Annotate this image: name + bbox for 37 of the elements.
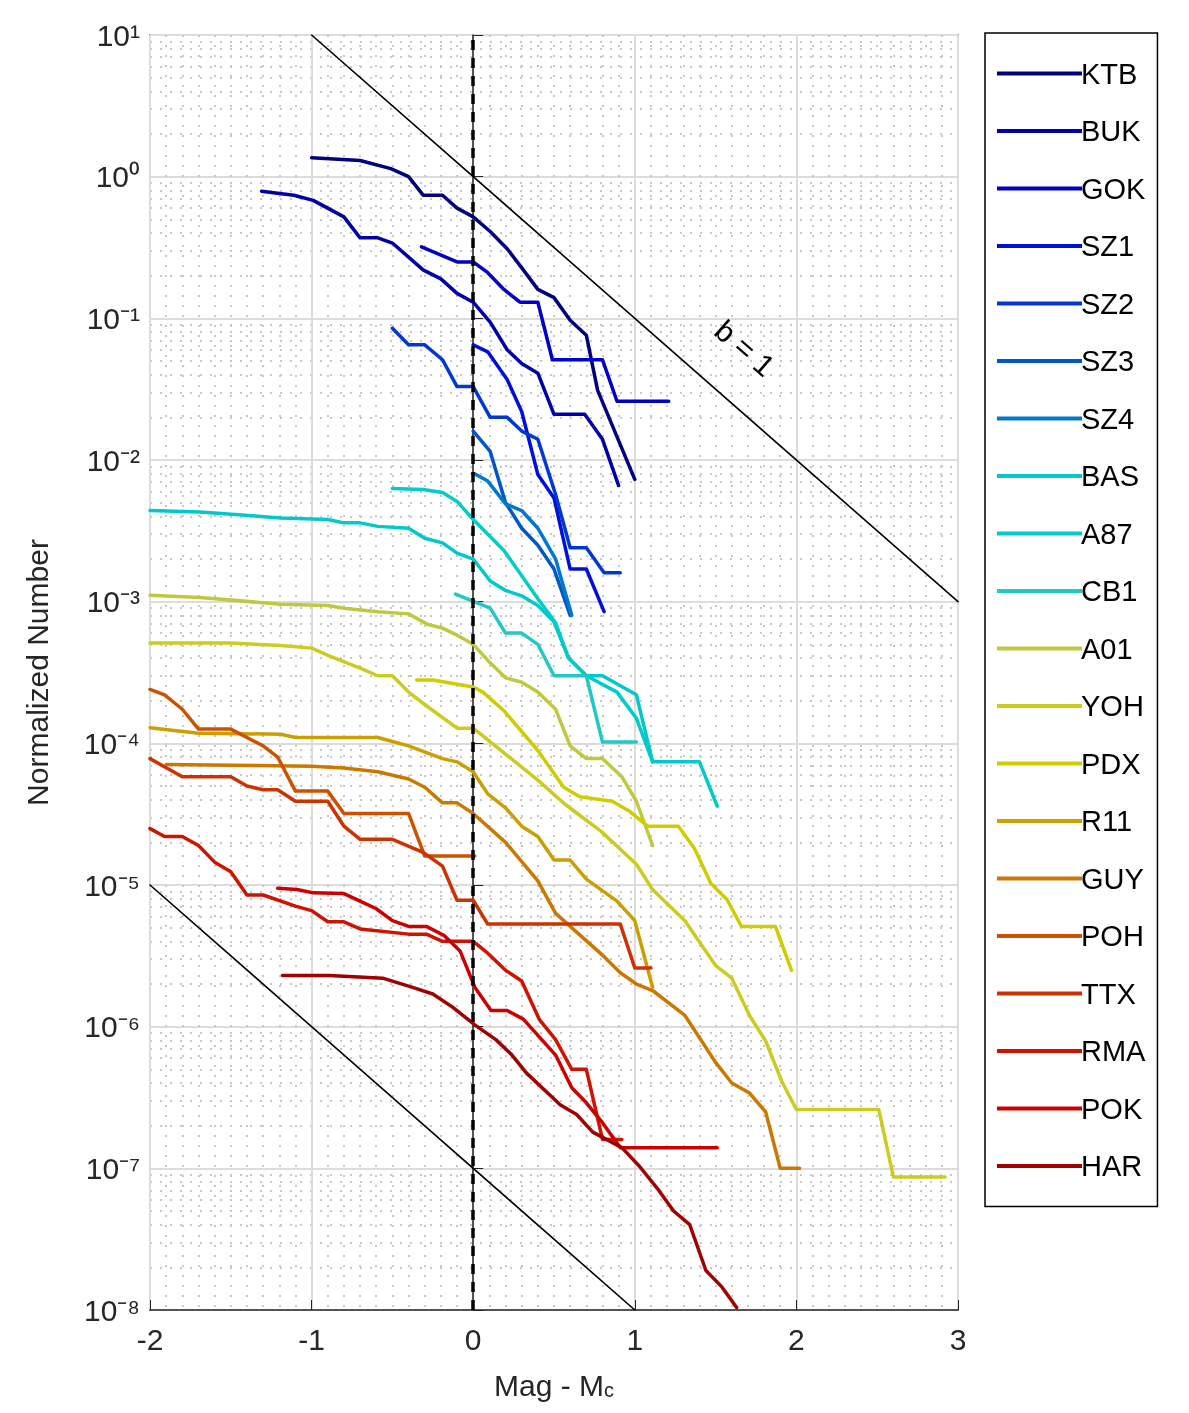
y-tick-label: 10⁰ — [95, 160, 140, 194]
legend-label: SZ4 — [1081, 402, 1135, 435]
y-tick-label: 10⁻⁷ — [85, 1151, 140, 1185]
legend-label: A01 — [1081, 632, 1133, 665]
y-tick-label: 10⁻² — [86, 443, 141, 477]
legend-label: SZ1 — [1081, 230, 1135, 262]
x-tick-label: -1 — [298, 1322, 325, 1356]
x-tick-label: 0 — [464, 1322, 482, 1356]
legend-label: POH — [1081, 920, 1144, 952]
x-tick-label: 2 — [788, 1322, 805, 1356]
x-axis-title: Mag - Mc — [493, 1368, 614, 1402]
legend-label: A87 — [1081, 517, 1133, 550]
y-tick-label: 10¹ — [96, 18, 141, 52]
legend-label: PDX — [1081, 747, 1141, 780]
legend-label: KTB — [1081, 57, 1138, 90]
y-axis-title: Normalized Number — [20, 539, 54, 806]
y-tick-label: 10⁻⁶ — [84, 1010, 140, 1044]
legend-label: YOH — [1081, 690, 1144, 722]
legend-label: HAR — [1081, 1150, 1143, 1182]
legend-label: GUY — [1081, 862, 1144, 895]
x-tick-label: 3 — [949, 1322, 967, 1356]
legend-label: R11 — [1081, 805, 1133, 837]
legend-label: GOK — [1081, 172, 1147, 205]
legend-label: CB1 — [1081, 575, 1138, 607]
legend-label: TTX — [1081, 977, 1136, 1010]
annotation: b = 1 — [708, 313, 782, 383]
legend-label: RMA — [1081, 1035, 1147, 1067]
legend-label: POK — [1081, 1092, 1143, 1125]
y-tick-label: 10⁻³ — [86, 585, 141, 619]
y-tick-label: 10⁻⁴ — [83, 726, 140, 760]
legend-label: BAS — [1081, 460, 1140, 492]
x-tick-label: 1 — [626, 1322, 644, 1356]
y-tick-label: 10⁻⁵ — [84, 868, 140, 902]
legend-label: BUK — [1081, 115, 1142, 147]
legend-label: SZ2 — [1081, 287, 1135, 320]
legend-label: SZ3 — [1081, 345, 1135, 377]
y-tick-label: 10⁻¹ — [86, 301, 141, 335]
